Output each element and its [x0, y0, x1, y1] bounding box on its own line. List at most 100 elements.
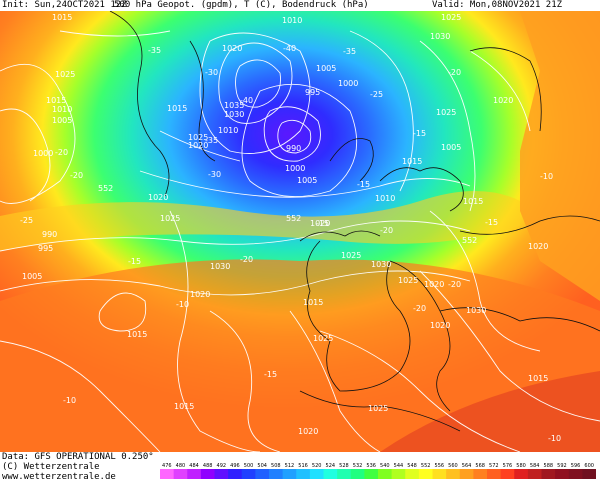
- temp-label: -20: [448, 68, 461, 77]
- color-scale-swatch: [200, 469, 215, 479]
- isobar-label: 1020: [424, 280, 444, 289]
- color-scale-swatch: [337, 469, 352, 479]
- color-scale-swatch: [459, 469, 474, 479]
- color-scale-tick: 592: [557, 463, 567, 469]
- isobar-label: 995: [38, 244, 53, 253]
- website-link[interactable]: www.wetterzentrale.de: [2, 472, 116, 482]
- color-scale-bar: 476 480 484 488 492 496 500 504 508 512 516 520 524 5…: [160, 463, 596, 479]
- temp-label: -20: [380, 226, 393, 235]
- color-scale-swatch: [432, 469, 447, 479]
- isobar-label: 1015: [52, 13, 72, 22]
- warm-region-east: [520, 11, 600, 301]
- temp-label: -15: [264, 370, 277, 379]
- isobar-label: 1005: [441, 143, 461, 152]
- data-source: Data: GFS OPERATIONAL 0.250°: [2, 452, 154, 462]
- color-scale-swatch: [160, 469, 175, 479]
- color-scale-swatch: [296, 469, 311, 479]
- color-scale-tick: 544: [394, 463, 404, 469]
- temp-label: -20: [448, 280, 461, 289]
- temp-label: -40: [283, 44, 296, 53]
- temp-label: -15: [316, 219, 329, 228]
- map-parameters: 500 hPa Geopot. (gpdm), T (C), Bodendruc…: [114, 0, 369, 10]
- color-scale-tick: 576: [503, 463, 513, 469]
- temp-label: -30: [205, 68, 218, 77]
- color-scale-tick: 500: [244, 463, 254, 469]
- isobar-label: 1025: [313, 334, 333, 343]
- temp-label: -40: [240, 96, 253, 105]
- color-scale-tick: 552: [421, 463, 431, 469]
- isobar-label: 1020: [493, 96, 513, 105]
- color-scale-swatch: [214, 469, 229, 479]
- isobar-label: 1010: [375, 194, 395, 203]
- color-scale-tick: 548: [407, 463, 417, 469]
- color-scale-tick: 532: [353, 463, 363, 469]
- color-scale-swatch: [255, 469, 270, 479]
- temp-label: -10: [548, 434, 561, 443]
- color-scale-tick: 480: [176, 463, 186, 469]
- color-scale-swatch: [364, 469, 379, 479]
- color-scale-tick: 536: [366, 463, 376, 469]
- color-scale-swatch: [527, 469, 542, 479]
- color-scale-tick: 596: [571, 463, 581, 469]
- color-scale-swatch: [446, 469, 461, 479]
- isobar-label: 1000: [285, 164, 305, 173]
- isobar-label: 1010: [52, 105, 72, 114]
- color-scale-tick: 588: [544, 463, 554, 469]
- color-scale-swatch: [228, 469, 243, 479]
- color-scale-swatch: [418, 469, 433, 479]
- temp-label: -10: [63, 396, 76, 405]
- isobar-label: 1020: [222, 44, 242, 53]
- isobar-label: 995: [305, 88, 320, 97]
- isobar-label: 1015: [402, 157, 422, 166]
- color-scale-tick: 484: [189, 463, 199, 469]
- isobar-label: 1030: [371, 260, 391, 269]
- color-scale-swatch: [555, 469, 570, 479]
- isobar-label: 990: [42, 230, 57, 239]
- color-scale-tick: 508: [271, 463, 281, 469]
- yellow-band: [0, 191, 520, 251]
- temp-label: -35: [343, 47, 356, 56]
- color-scale-tick: 584: [530, 463, 540, 469]
- color-scale-swatch: [582, 469, 596, 479]
- color-scale-tick: 512: [285, 463, 295, 469]
- isobar-label: 1035: [224, 101, 244, 110]
- color-scale-swatch: [241, 469, 256, 479]
- color-scale-swatch: [378, 469, 393, 479]
- copyright: (C) Wetterzentrale: [2, 462, 100, 472]
- temp-label: -15: [357, 180, 370, 189]
- temp-label: -15: [413, 129, 426, 138]
- isobar-label: 1005: [22, 272, 42, 281]
- color-scale-tick: 504: [257, 463, 267, 469]
- isobar-label: 1020: [148, 193, 168, 202]
- color-scale-tick: 520: [312, 463, 322, 469]
- color-scale-tick: 556: [435, 463, 445, 469]
- color-scale-swatch: [282, 469, 297, 479]
- temp-label: -35: [148, 46, 161, 55]
- color-scale-tick: 528: [339, 463, 349, 469]
- valid-time: Valid: Mon,08NOV2021 21Z: [432, 0, 563, 10]
- hot-region-southeast: [380, 371, 600, 452]
- isobar-label: 1025: [441, 13, 461, 22]
- isobar-label: 1020: [190, 290, 210, 299]
- color-scale-tick: 560: [448, 463, 458, 469]
- isobar-label: 1025: [55, 70, 75, 79]
- isobar-label: 990: [286, 144, 301, 153]
- color-scale-tick: 540: [380, 463, 390, 469]
- temp-label: -20: [70, 171, 83, 180]
- weather-map: [0, 11, 600, 452]
- isobar-label: 1015: [127, 330, 147, 339]
- isobar-label: 1025: [160, 214, 180, 223]
- init-time: Init: Sun,24OCT2021 12Z: [2, 0, 127, 10]
- isobar-label: 1020: [188, 141, 208, 150]
- isobar-label: 1005: [297, 176, 317, 185]
- temp-label: -25: [370, 90, 383, 99]
- temp-label: -20: [55, 148, 68, 157]
- isobar-label: 1010: [218, 126, 238, 135]
- color-scale-tick: 488: [203, 463, 213, 469]
- color-scale-swatch: [568, 469, 583, 479]
- color-scale-swatch: [173, 469, 188, 479]
- isobar-label: 1015: [463, 197, 483, 206]
- isobar-label: 1015: [174, 402, 194, 411]
- isobar-label: 1015: [303, 298, 323, 307]
- color-scale-tick: 600: [584, 463, 594, 469]
